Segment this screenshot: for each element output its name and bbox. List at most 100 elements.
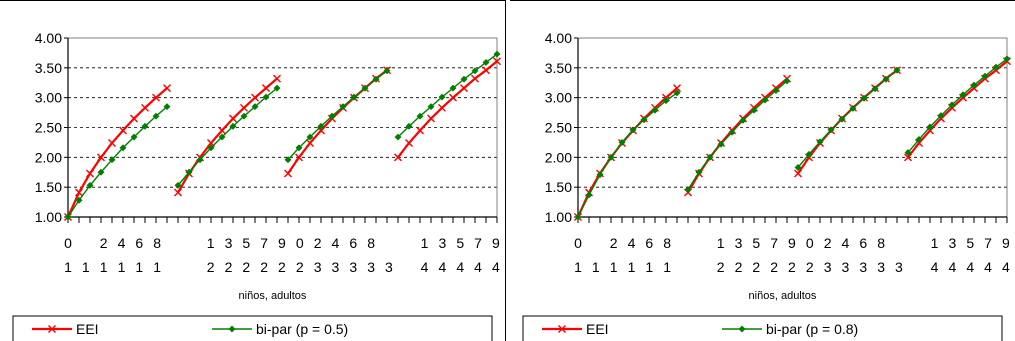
- data-point: [629, 126, 637, 134]
- x-tick-label: 4: [842, 235, 850, 251]
- x-tick-label: 1: [645, 259, 653, 275]
- series-bi-par: [64, 50, 501, 221]
- legend: EEI bi-par (p = 0.8): [522, 315, 1003, 341]
- x-tick-label: 1: [931, 235, 939, 251]
- data-point: [119, 126, 127, 135]
- x-tick-label: 2: [770, 259, 778, 275]
- series-line: [177, 77, 278, 194]
- y-tick-label: 3.50: [545, 60, 572, 76]
- data-point: [948, 101, 956, 109]
- data-point: [460, 75, 468, 83]
- data-point: [618, 138, 626, 146]
- data-point: [119, 144, 127, 152]
- x-tick-label: 8: [367, 235, 375, 251]
- data-point: [273, 84, 281, 92]
- x-tick-label: 1: [592, 259, 600, 275]
- data-point: [306, 133, 314, 141]
- y-tick-label: 1.50: [545, 179, 572, 195]
- legend-label: bi-par (p = 0.8): [766, 321, 858, 337]
- y-tick-label: 2.00: [35, 149, 62, 165]
- data-point: [427, 103, 435, 111]
- series-line: [397, 60, 498, 159]
- data-point: [141, 122, 149, 130]
- x-tick-label: 4: [118, 235, 126, 251]
- legend-label: bi-par (p = 0.5): [256, 321, 348, 337]
- x-tick-label: 3: [367, 259, 375, 275]
- data-point: [992, 63, 1000, 71]
- x-tick-label: 3: [225, 235, 233, 251]
- data-point: [794, 169, 802, 178]
- data-point: [207, 144, 215, 152]
- series-line: [576, 87, 678, 218]
- data-point: [750, 106, 758, 114]
- x-tick-label: 1: [118, 259, 126, 275]
- data-point: [416, 112, 424, 120]
- x-tick-label: 1: [64, 259, 72, 275]
- x-tick-label: 2: [314, 235, 322, 251]
- x-tick-label: 6: [645, 235, 653, 251]
- x-tick-label: 4: [984, 259, 992, 275]
- data-point: [251, 103, 259, 111]
- x-tick-label: 6: [859, 235, 867, 251]
- data-point: [651, 106, 659, 114]
- data-point: [706, 153, 714, 161]
- data-point: [438, 93, 446, 101]
- data-point: [585, 191, 593, 199]
- x-tick-label: 7: [984, 235, 992, 251]
- x-tick-label: 1: [153, 259, 161, 275]
- legend-box: [12, 315, 493, 341]
- x-tick-label: 5: [966, 235, 974, 251]
- data-point: [471, 67, 479, 75]
- data-point: [695, 168, 703, 176]
- series-line: [177, 87, 278, 186]
- series-line: [66, 87, 168, 218]
- data-point: [827, 126, 835, 134]
- data-point: [937, 112, 945, 120]
- x-axis-title: niños, adultos: [239, 290, 307, 302]
- x-tick-label: 1: [574, 259, 582, 275]
- data-point: [405, 122, 413, 130]
- data-point: [904, 153, 912, 162]
- data-point: [1003, 55, 1011, 63]
- data-point: [284, 169, 292, 178]
- legend: EEI bi-par (p = 0.5): [12, 315, 493, 341]
- data-point: [926, 123, 934, 131]
- data-point: [449, 84, 457, 92]
- x-tick-label: 2: [610, 235, 618, 251]
- y-tick-label: 2.00: [545, 149, 572, 165]
- series-line: [577, 92, 678, 218]
- series-line: [907, 60, 1008, 159]
- data-point: [915, 139, 923, 148]
- gridlines: [578, 37, 1007, 188]
- x-tick-label: 1: [100, 259, 108, 275]
- legend-box: [522, 315, 1003, 341]
- data-point: [218, 133, 226, 141]
- data-point: [860, 94, 868, 102]
- x-tick-label: 9: [1002, 235, 1010, 251]
- data-point: [482, 66, 490, 75]
- data-point: [86, 181, 94, 189]
- data-point: [416, 126, 424, 135]
- x-tick-label: 3: [949, 235, 957, 251]
- data-point: [493, 50, 501, 58]
- x-tick-label: 5: [752, 235, 760, 251]
- x-tick-label: 9: [492, 235, 500, 251]
- data-point: [350, 93, 358, 101]
- x-tick-label: 4: [931, 259, 939, 275]
- data-point: [339, 103, 347, 111]
- data-point: [673, 89, 681, 97]
- x-tick-label: 0: [64, 235, 72, 251]
- x-tick-label: 2: [717, 259, 725, 275]
- data-point: [926, 126, 934, 135]
- x-tick-label: 3: [332, 259, 340, 275]
- x-tick-label: 5: [456, 235, 464, 251]
- x-tick-label: 1: [717, 235, 725, 251]
- y-tick-label: 2.50: [545, 120, 572, 136]
- chart-panel-right: 1.00 1.50 2.00 2.50 3.00 3.50 4.00 0 2 4 6 8 1 3 5 7 9 0 2…: [510, 0, 1015, 341]
- data-point: [427, 114, 435, 123]
- x-tick-label: 2: [225, 259, 233, 275]
- x-tick-label: 7: [770, 235, 778, 251]
- data-point: [838, 115, 846, 123]
- x-tick-label: 4: [439, 259, 447, 275]
- series-line: [67, 106, 168, 218]
